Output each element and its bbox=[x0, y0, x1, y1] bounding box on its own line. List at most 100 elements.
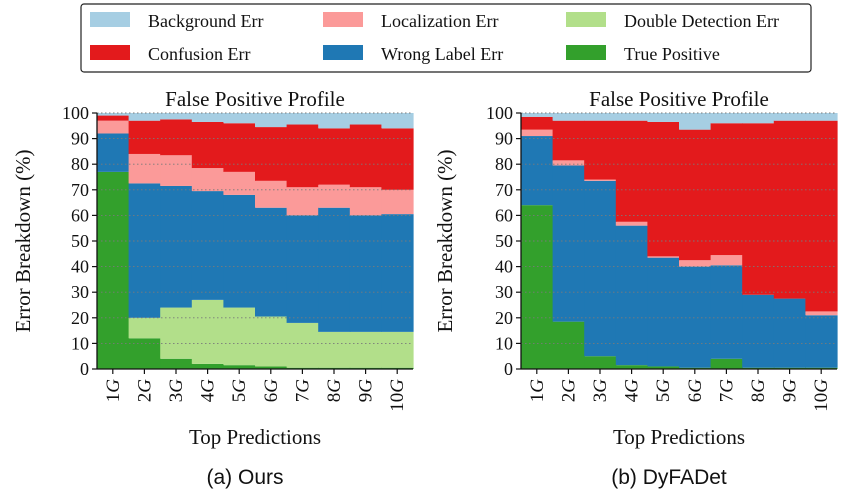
bar-segment-double-detection-err-6g bbox=[255, 316, 288, 367]
bar-segment-confusion-err-3g bbox=[160, 119, 193, 156]
bar-segment-wrong-label-err-7g bbox=[710, 265, 743, 359]
bar-segment-localization-err-6g bbox=[679, 260, 712, 267]
bar-segment-true-positive-5g bbox=[223, 365, 256, 369]
bar-segment-confusion-err-7g bbox=[286, 124, 319, 188]
y-tick-label: 100 bbox=[62, 103, 89, 123]
bar-stack-1g bbox=[97, 113, 130, 369]
bar-segment-confusion-err-3g bbox=[584, 120, 617, 180]
legend-label-wrong-label-err: Wrong Label Err bbox=[381, 44, 503, 64]
y-ticks: 0 10 20 30 40 50 60 70 80 90 100 bbox=[486, 103, 521, 379]
bar-segment-localization-err-6g bbox=[255, 180, 288, 208]
bar-segment-localization-err-10g bbox=[805, 311, 838, 316]
bar-segment-double-detection-err-2g bbox=[128, 317, 161, 339]
x-tick-label: 4G bbox=[622, 379, 643, 403]
x-ticks: 1G 2G 3G 4G 5G 6G 7G 8G 9G 10G bbox=[527, 369, 832, 412]
bar-segment-background-err-10g bbox=[805, 113, 838, 121]
bar-segment-true-positive-5g bbox=[647, 366, 680, 369]
x-tick-label-unit: G bbox=[716, 379, 737, 393]
y-tick-label: 60 bbox=[71, 205, 89, 225]
bar-segment-wrong-label-err-6g bbox=[679, 266, 712, 368]
bar-segment-background-err-7g bbox=[286, 113, 319, 125]
y-tick-label: 0 bbox=[504, 359, 513, 379]
bar-segment-wrong-label-err-10g bbox=[381, 214, 414, 332]
x-tick-label-unit: G bbox=[292, 379, 313, 393]
y-tick-label: 70 bbox=[71, 180, 89, 200]
bar-segment-background-err-6g bbox=[255, 113, 288, 128]
y-tick-label: 40 bbox=[71, 257, 89, 277]
chart-panel-ours: 0 10 20 30 40 50 60 70 80 90 100 1G 2G 3G 4G 5G 6G 7G 8G 9… bbox=[11, 87, 414, 489]
bar-segment-localization-err-4g bbox=[615, 221, 648, 226]
x-axis-label: Top Predictions bbox=[189, 425, 321, 449]
bar-segment-background-err-1g bbox=[97, 113, 130, 116]
bar-segment-confusion-err-9g bbox=[773, 120, 806, 299]
y-tick-label: 70 bbox=[495, 180, 513, 200]
legend-label-confusion-err: Confusion Err bbox=[148, 44, 251, 64]
bar-segment-double-detection-err-7g bbox=[286, 322, 319, 368]
bar-segment-localization-err-5g bbox=[223, 171, 256, 195]
x-tick-label-unit: G bbox=[527, 379, 548, 393]
bar-segment-localization-err-1g bbox=[97, 120, 130, 134]
x-tick-label-unit: G bbox=[685, 379, 706, 393]
bar-segment-true-positive-4g bbox=[615, 365, 648, 369]
x-tick-label-unit: G bbox=[780, 379, 801, 393]
y-tick-label: 20 bbox=[71, 308, 89, 328]
bar-stack-5g bbox=[223, 113, 256, 369]
y-tick-label: 20 bbox=[495, 308, 513, 328]
bar-segment-confusion-err-4g bbox=[615, 120, 648, 222]
bar-segment-localization-err-10g bbox=[381, 189, 414, 215]
bar-segment-background-err-7g bbox=[710, 113, 743, 124]
chart-title: False Positive Profile bbox=[589, 87, 769, 111]
panel-caption: (a) Ours bbox=[206, 466, 283, 489]
x-tick-label: 9G bbox=[356, 379, 377, 403]
legend-label-background-err: Background Err bbox=[148, 11, 263, 31]
y-tick-label: 0 bbox=[80, 359, 89, 379]
bar-segment-background-err-9g bbox=[773, 113, 806, 121]
x-tick-label: 6G bbox=[685, 379, 706, 403]
x-tick-label: 5G bbox=[229, 379, 250, 403]
bar-segment-wrong-label-err-10g bbox=[805, 315, 838, 368]
x-tick-label: 10G bbox=[811, 379, 832, 412]
bar-segment-localization-err-9g bbox=[349, 187, 382, 216]
y-tick-label: 100 bbox=[486, 103, 513, 123]
x-tick-label-unit: G bbox=[229, 379, 250, 393]
bar-segment-confusion-err-10g bbox=[381, 128, 414, 190]
panel-caption: (b) DyFADet bbox=[611, 466, 727, 489]
y-tick-label: 30 bbox=[71, 282, 89, 302]
bar-segment-double-detection-err-9g bbox=[349, 331, 382, 368]
bar-stack-5g bbox=[647, 113, 680, 369]
legend-swatch-double-detection-err bbox=[566, 12, 606, 27]
x-axis-label: Top Predictions bbox=[613, 425, 745, 449]
grid-lines bbox=[97, 112, 413, 344]
legend-swatch-localization-err bbox=[323, 12, 363, 27]
bar-segment-wrong-label-err-3g bbox=[160, 185, 193, 308]
bar-segment-background-err-3g bbox=[160, 113, 193, 120]
bar-segment-localization-err-2g bbox=[128, 153, 161, 184]
bar-segment-double-detection-err-3g bbox=[160, 307, 193, 359]
x-tick-label: 9G bbox=[780, 379, 801, 403]
bar-segment-true-positive-4g bbox=[191, 363, 224, 369]
bar-segment-wrong-label-err-5g bbox=[647, 257, 680, 367]
y-tick-label: 80 bbox=[495, 154, 513, 174]
bar-segment-true-positive-3g bbox=[584, 356, 617, 369]
chart-panel-dyfadet: 0 10 20 30 40 50 60 70 80 90 100 1G 2G 3G 4G 5G 6G 7G 8G 9… bbox=[433, 87, 838, 489]
bar-segment-confusion-err-1g bbox=[521, 116, 554, 130]
bar-segment-background-err-2g bbox=[128, 113, 161, 121]
bar-segment-wrong-label-err-4g bbox=[615, 225, 648, 366]
bar-stack-3g bbox=[584, 113, 617, 369]
bar-stack-2g bbox=[552, 113, 585, 369]
y-tick-label: 60 bbox=[495, 205, 513, 225]
bar-segment-background-err-4g bbox=[615, 113, 648, 121]
bar-stack-6g bbox=[255, 113, 288, 369]
bar-segment-localization-err-3g bbox=[584, 179, 617, 181]
bar-segment-background-err-8g bbox=[318, 113, 351, 129]
bar-segment-confusion-err-9g bbox=[349, 124, 382, 188]
bar-segment-true-positive-3g bbox=[160, 358, 193, 369]
bar-segment-localization-err-2g bbox=[552, 160, 585, 166]
bar-segment-background-err-9g bbox=[349, 113, 382, 125]
bar-segment-true-positive-1g bbox=[97, 171, 130, 369]
bar-segment-wrong-label-err-2g bbox=[552, 165, 585, 322]
x-tick-label-unit: G bbox=[166, 379, 187, 393]
bar-segment-background-err-8g bbox=[742, 113, 775, 124]
bar-segment-localization-err-5g bbox=[647, 256, 680, 258]
